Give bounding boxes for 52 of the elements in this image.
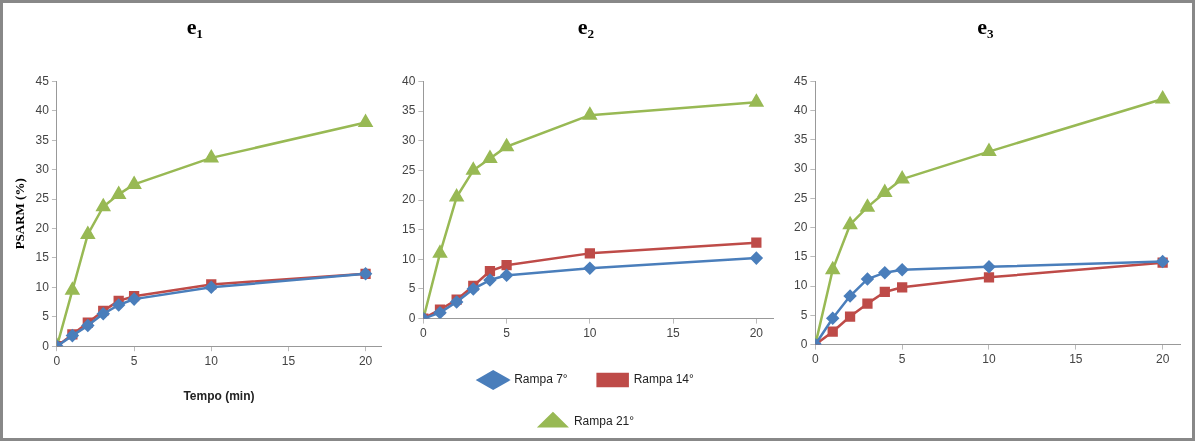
x-tick-label: 0 xyxy=(53,353,61,368)
x-tick-label: 5 xyxy=(130,353,138,368)
y-tick-label: 0 xyxy=(800,336,808,351)
x-tick-label: 10 xyxy=(204,353,219,368)
x-tick-label: 20 xyxy=(749,326,764,341)
x-tick-label: 15 xyxy=(1069,352,1083,367)
y-tick-label: 20 xyxy=(793,219,808,234)
y-tick-label: 5 xyxy=(408,281,416,296)
y-tick-label: 35 xyxy=(401,103,416,118)
y-tick-label: 25 xyxy=(401,162,416,177)
y-tick-label: 15 xyxy=(401,221,416,236)
y-tick-label: 15 xyxy=(793,249,808,264)
chart-title: e₁ xyxy=(186,13,204,39)
y-tick-label: 40 xyxy=(401,73,416,88)
x-tick-label: 5 xyxy=(898,352,906,367)
chart-title: e₃ xyxy=(977,13,995,39)
y-tick-label: 0 xyxy=(42,338,50,353)
y-tick-label: 20 xyxy=(35,220,50,235)
x-tick-label: 20 xyxy=(358,353,373,368)
y-tick-label: 30 xyxy=(793,161,808,176)
y-tick-label: 45 xyxy=(35,73,50,88)
y-tick-label: 30 xyxy=(401,133,416,148)
legend-label: Rampa 14° xyxy=(633,372,695,387)
x-tick-label: 0 xyxy=(812,352,819,367)
y-tick-label: 5 xyxy=(800,307,808,322)
y-tick-label: 35 xyxy=(793,132,808,147)
y-tick-label: 40 xyxy=(35,103,50,118)
x-tick-label: 10 xyxy=(982,352,996,367)
y-tick-label: 15 xyxy=(35,250,50,265)
chart-title: e₂ xyxy=(577,13,595,39)
y-tick-label: 45 xyxy=(793,73,808,88)
x-tick-label: 15 xyxy=(666,326,681,341)
legend-label: Rampa 21° xyxy=(573,414,635,429)
x-axis-title: Tempo (min) xyxy=(183,389,255,404)
x-tick-label: 15 xyxy=(281,353,296,368)
legend-label: Rampa 7° xyxy=(514,372,568,387)
y-tick-label: 30 xyxy=(35,161,50,176)
y-axis-title: PSARM (%) xyxy=(12,178,28,250)
y-tick-label: 10 xyxy=(35,279,50,294)
y-tick-label: 25 xyxy=(35,191,50,206)
x-tick-label: 0 xyxy=(420,326,427,341)
y-tick-label: 5 xyxy=(42,309,50,324)
y-tick-label: 25 xyxy=(793,190,808,205)
y-tick-label: 10 xyxy=(793,278,808,293)
y-tick-label: 0 xyxy=(408,310,416,325)
y-tick-label: 35 xyxy=(35,132,50,147)
y-tick-label: 40 xyxy=(793,102,808,117)
x-tick-label: 10 xyxy=(583,326,597,341)
x-tick-label: 5 xyxy=(503,326,511,341)
x-tick-label: 20 xyxy=(1155,352,1170,367)
y-tick-label: 20 xyxy=(401,192,416,207)
y-tick-label: 10 xyxy=(401,251,416,266)
